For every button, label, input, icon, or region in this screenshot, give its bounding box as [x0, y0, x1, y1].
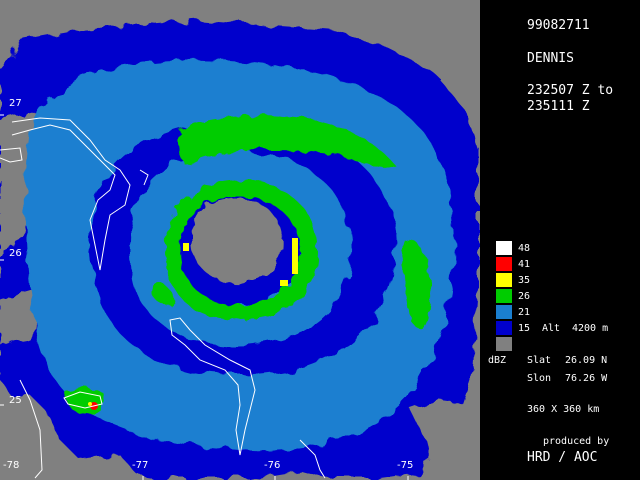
datetime-code: 99082711: [527, 18, 590, 33]
legend-swatch-26: [496, 289, 512, 303]
altitude-label: Alt: [542, 323, 561, 334]
lat-tick-label-26: 26: [9, 248, 22, 259]
echo-very-heavy-cell-southwest: [88, 402, 92, 406]
no-echo-patch-southwest: [0, 290, 40, 345]
legend-value-21: 21: [518, 307, 531, 318]
credit-line2: HRD / AOC: [527, 450, 598, 465]
echo-very-heavy-cell-west: [183, 243, 189, 251]
legend-swatch-15: [496, 321, 512, 335]
legend-value-35: 35: [518, 275, 531, 286]
storm-name: DENNIS: [527, 51, 574, 66]
legend-unit: dBZ: [488, 355, 507, 366]
echo-heavy-west-band: [150, 282, 175, 306]
slat-label: Slat: [527, 355, 552, 366]
info-panel: 99082711 DENNIS 232507 Z to 235111 Z 48 …: [480, 0, 640, 480]
legend-value-48: 48: [518, 243, 531, 254]
slon-value: 76.26 W: [565, 373, 608, 384]
credit-line1: produced by: [543, 436, 610, 447]
echo-moderate-outer: [25, 59, 454, 451]
slon-label: Slon: [527, 373, 552, 384]
lon-tick-label-76: -76: [264, 460, 281, 471]
domain-size: 360 X 360 km: [527, 404, 600, 415]
legend-value-15: 15: [518, 323, 531, 334]
radar-map: [0, 0, 480, 480]
coastline-new-providence: [63, 391, 103, 409]
legend-value-26: 26: [518, 291, 531, 302]
no-echo-patch-southeast: [410, 400, 478, 478]
time-range-start: 232507 Z to: [527, 83, 614, 98]
legend-swatch-48: [496, 241, 512, 255]
legend-value-41: 41: [518, 259, 531, 270]
legend-swatch-41: [496, 257, 512, 271]
coastline-andros: [19, 379, 43, 479]
lon-tick-label-78: -78: [3, 460, 20, 471]
lat-tick-label-27: 27: [9, 98, 22, 109]
legend-swatch-21: [496, 305, 512, 319]
lat-tick-label-25: 25: [9, 395, 22, 406]
hurricane-eye: [192, 198, 283, 283]
time-range-end: 235111 Z: [527, 99, 590, 114]
coastline-grand-bahama: [0, 147, 23, 163]
coastline-eleuthera: [169, 317, 256, 456]
coastline-cat-island: [299, 439, 326, 479]
echo-heavy-north-band: [177, 115, 395, 168]
coastline-abaco: [11, 117, 131, 271]
altitude-value: 4200 m: [572, 323, 609, 334]
echo-very-heavy-cell-east: [292, 238, 298, 274]
legend-swatch-no-echo: [496, 337, 512, 351]
legend-swatch-35: [496, 273, 512, 287]
coastline-islet: [139, 169, 149, 186]
lon-tick-label-77: -77: [132, 460, 149, 471]
no-echo-patch-northeast: [440, 0, 478, 150]
slat-value: 26.09 N: [565, 355, 608, 366]
lon-tick-label-75: -75: [397, 460, 414, 471]
echo-very-heavy-cell-southeast: [280, 280, 288, 286]
echo-heavy-east-band: [403, 239, 431, 329]
